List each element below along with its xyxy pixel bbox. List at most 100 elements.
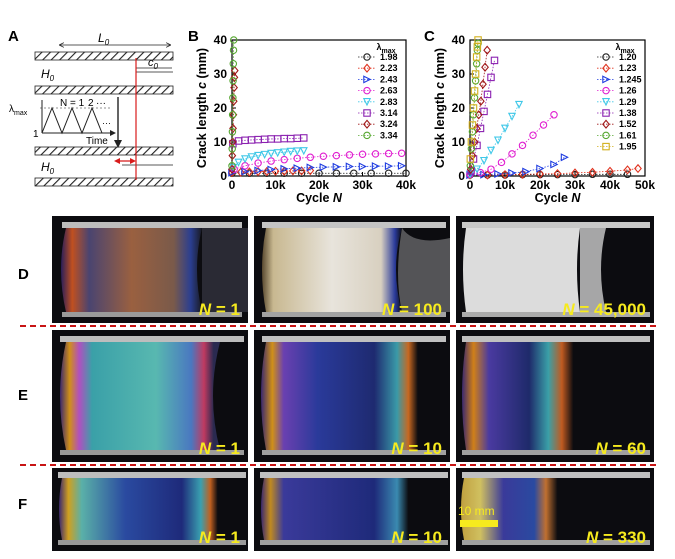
data-point [319,152,328,161]
legend-entry: 1.29 [619,97,637,107]
data-point [241,167,250,176]
photo-e-3: N = 60 [456,330,654,462]
cycle-label: N = 60 [595,439,646,458]
data-point [474,36,482,44]
legend-title: λmax [376,42,395,55]
photo-f-3: 10 mm N = 330 [456,468,654,551]
red-arrowhead-left [114,158,120,164]
panel-label-f: F [18,496,28,513]
data-point [267,165,276,174]
panel-label-c: C [424,28,435,45]
cycle-label: N = 45,000 [562,300,646,319]
h0-label-bottom: H0 [41,160,55,176]
legend-entry: 3.14 [380,108,398,118]
photo-e-2: N = 10 [254,330,450,462]
cycle-label: N = 1 [198,439,240,458]
photo-d-2: N = 100 [254,216,450,323]
y-tick-label: 40 [452,33,466,47]
l0-label: L0 [98,31,110,47]
data-point [263,169,271,178]
n-dots-label: ··· [96,98,106,109]
x-tick-label: 30k [352,178,372,192]
series-3-14 [229,134,308,148]
data-point [550,160,559,169]
y-tick-label: 30 [214,67,228,81]
data-point [606,166,614,176]
data-point [230,72,239,83]
data-point [229,94,237,102]
data-point [571,170,579,179]
chart-b: 0 10 20 30 40 0 10k 20k 30k 40k Crack length c (mm… [195,33,416,205]
data-point [518,141,527,150]
y-tick-label: 40 [214,33,228,47]
x-axis-label: Cycle N [535,191,582,205]
series-line [231,39,235,166]
legend-entry: 1.38 [619,108,637,118]
data-point [623,165,632,175]
legend-entry: 1.95 [619,142,637,152]
data-point [319,163,328,172]
data-point [254,151,263,161]
row-separator-2 [20,464,656,466]
data-point [350,169,358,178]
data-point [229,46,238,54]
data-point [514,100,524,110]
y-axis-label: Crack length c (mm) [433,48,447,168]
data-point [553,168,562,179]
y-tick-label: 10 [214,135,228,149]
data-point [560,153,569,162]
data-point [480,107,488,116]
photo-f-1: N = 1 [52,468,248,551]
data-point [229,77,237,85]
photo-f-2: N = 10 [254,468,450,551]
series-line [469,104,520,175]
data-point [402,169,410,178]
series-1-95 [466,36,482,163]
legend-marker [602,63,610,73]
data-point [371,162,380,171]
data-point [472,165,482,174]
time-label: Time [86,136,108,147]
legend-entry: 1.23 [619,63,637,73]
data-point [229,36,238,44]
data-point [306,153,315,162]
data-point [345,162,354,171]
data-point [493,136,503,145]
legend-entry: 3.24 [380,119,398,129]
legend-marker [363,63,371,73]
data-point [315,169,323,178]
legend-marker [602,75,611,84]
h0-label-top: H0 [41,67,55,83]
x-tick-label: 20k [309,178,329,192]
photo-d-3: N = 45,000 [456,216,654,323]
panel-label-b: B [188,28,199,45]
data-point [472,123,481,134]
schematic-diagram: L0 H0 c0 λmax N = 1 2 ··· ··· 1 Time H0 [9,31,174,187]
x-tick-label: 20k [530,178,550,192]
data-point [470,137,479,147]
data-point [536,169,544,179]
x-tick-label: 40k [396,178,416,192]
scale-bar-label: 10 mm [458,504,495,518]
red-arrowhead-right [130,158,136,164]
data-point [397,149,406,157]
legend-marker [363,109,371,117]
x-tick-label: 0 [467,178,474,192]
legend-entry: 3.34 [380,130,398,140]
cycle-label: N = 10 [391,528,442,547]
data-point [247,153,256,162]
x-tick-label: 10k [495,178,515,192]
cycle-label: N = 1 [198,528,240,547]
data-point [306,165,315,176]
wave-dots-label: ··· [102,118,111,128]
data-point [230,82,239,93]
cycle-label: N = 100 [381,300,442,319]
data-point [297,166,306,176]
data-point [494,169,503,179]
data-point [536,164,545,173]
data-point [500,124,510,133]
data-point [228,111,237,119]
x-tick-label: 10k [265,178,285,192]
process-arrowhead [114,140,122,148]
